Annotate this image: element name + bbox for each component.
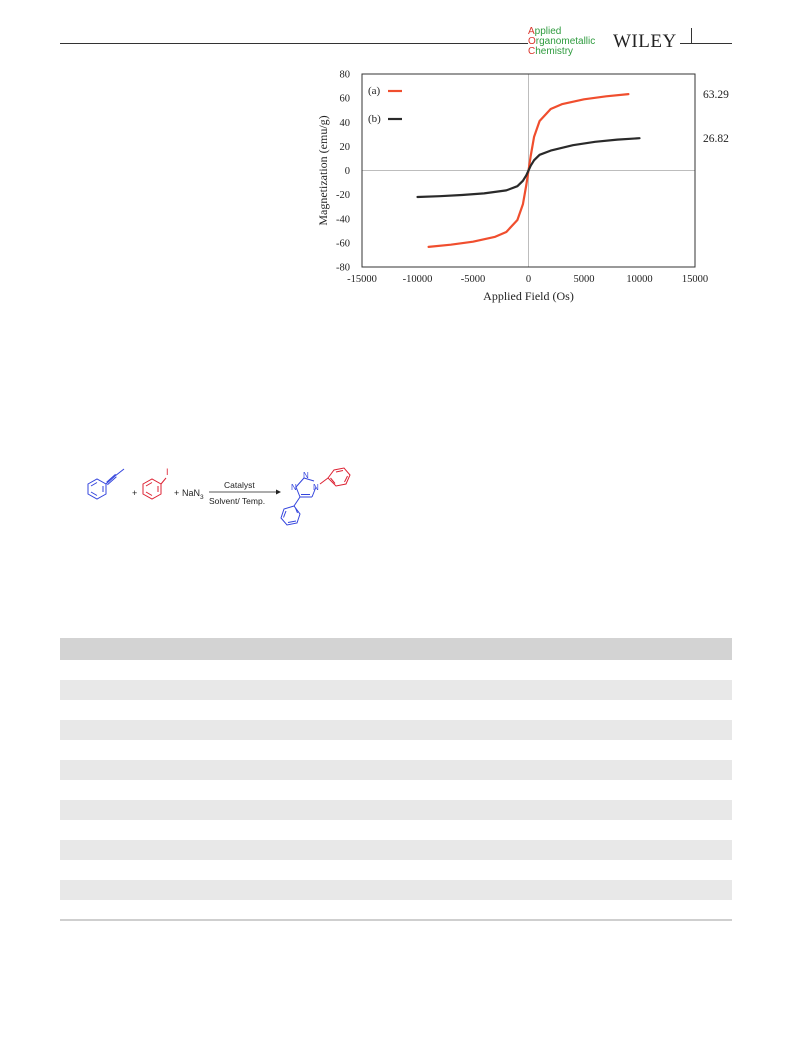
triazole-n3-label: N xyxy=(291,483,297,492)
table-bottom-rule xyxy=(60,919,732,921)
y-tick-label: 20 xyxy=(340,142,351,153)
condition-catalyst: Catalyst xyxy=(224,480,255,490)
table-row xyxy=(60,800,732,820)
y-tick-label: 60 xyxy=(340,94,351,105)
sodium-azide: NaN3 xyxy=(182,488,204,501)
iodine-label: I xyxy=(166,467,169,477)
x-tick-label: 10000 xyxy=(626,274,652,285)
table-row xyxy=(60,700,732,720)
x-tick-label: 0 xyxy=(526,274,531,285)
table-row xyxy=(60,660,732,680)
table-row xyxy=(60,760,732,780)
y-tick-label: 0 xyxy=(345,166,350,177)
x-tick-label: -5000 xyxy=(461,274,486,285)
table-row xyxy=(60,820,732,840)
plus-sign-2: + xyxy=(174,488,179,498)
y-tick-label: -40 xyxy=(336,214,350,225)
journal-logo-line-2: Organometallic xyxy=(528,36,596,47)
x-tick-label: 15000 xyxy=(682,274,708,285)
y-axis-label: Magnetization (emu/g) xyxy=(316,115,330,225)
plot-area: -80 -60 -40 -20 0 20 40 60 80 -15000 -10000 -5000 0 5… xyxy=(316,70,729,304)
triazole-n2-label: N xyxy=(303,471,309,480)
triazole-product-structure: N N N xyxy=(280,467,351,526)
journal-logo: Applied Organometallic Chemistry xyxy=(528,27,626,59)
condition-solvent-temp: Solvent/ Temp. xyxy=(209,496,265,506)
data-table xyxy=(60,638,732,900)
header-tick xyxy=(691,28,692,44)
x-tick-label: -10000 xyxy=(403,274,433,285)
plot-frame xyxy=(361,73,696,268)
arrow-head xyxy=(276,489,281,495)
legend-label-a: (a) xyxy=(368,85,381,97)
iodobenzene-structure xyxy=(142,477,167,500)
series-line-b xyxy=(416,137,641,199)
plus-sign-1: + xyxy=(132,488,137,498)
saturation-label-a: 63.29 xyxy=(703,89,729,101)
publisher-logo: WILEY xyxy=(610,31,680,53)
table-row xyxy=(60,720,732,740)
triazole-n1-label: N xyxy=(313,483,319,492)
header-rule xyxy=(60,43,732,44)
journal-logo-line-3: Chemistry xyxy=(528,46,574,57)
x-tick-label: 5000 xyxy=(574,274,595,285)
x-tick-label: -15000 xyxy=(347,274,377,285)
table-row xyxy=(60,740,732,760)
table-row xyxy=(60,780,732,800)
table-row xyxy=(60,680,732,700)
table-header-row xyxy=(60,638,732,660)
journal-logo-line-1: Applied xyxy=(528,26,562,37)
table-row xyxy=(60,860,732,880)
y-tick-label: 40 xyxy=(340,118,351,129)
reaction-scheme: + I + NaN3 Catalyst Solvent/ Temp. N N N xyxy=(87,467,351,526)
table-row xyxy=(60,880,732,900)
y-tick-label: -80 xyxy=(336,263,350,274)
y-tick-label: 80 xyxy=(340,70,351,81)
table-row xyxy=(60,840,732,860)
saturation-label-b: 26.82 xyxy=(703,133,729,145)
y-tick-label: -60 xyxy=(336,238,350,249)
phenylacetylene-structure xyxy=(87,468,125,500)
magnetization-chart: -80 -60 -40 -20 0 20 40 60 80 -15000 -10000 -5000 0 5… xyxy=(316,70,729,304)
y-tick-label: -20 xyxy=(336,190,350,201)
legend-label-b: (b) xyxy=(368,113,381,125)
x-axis-label: Applied Field (Os) xyxy=(483,289,574,303)
